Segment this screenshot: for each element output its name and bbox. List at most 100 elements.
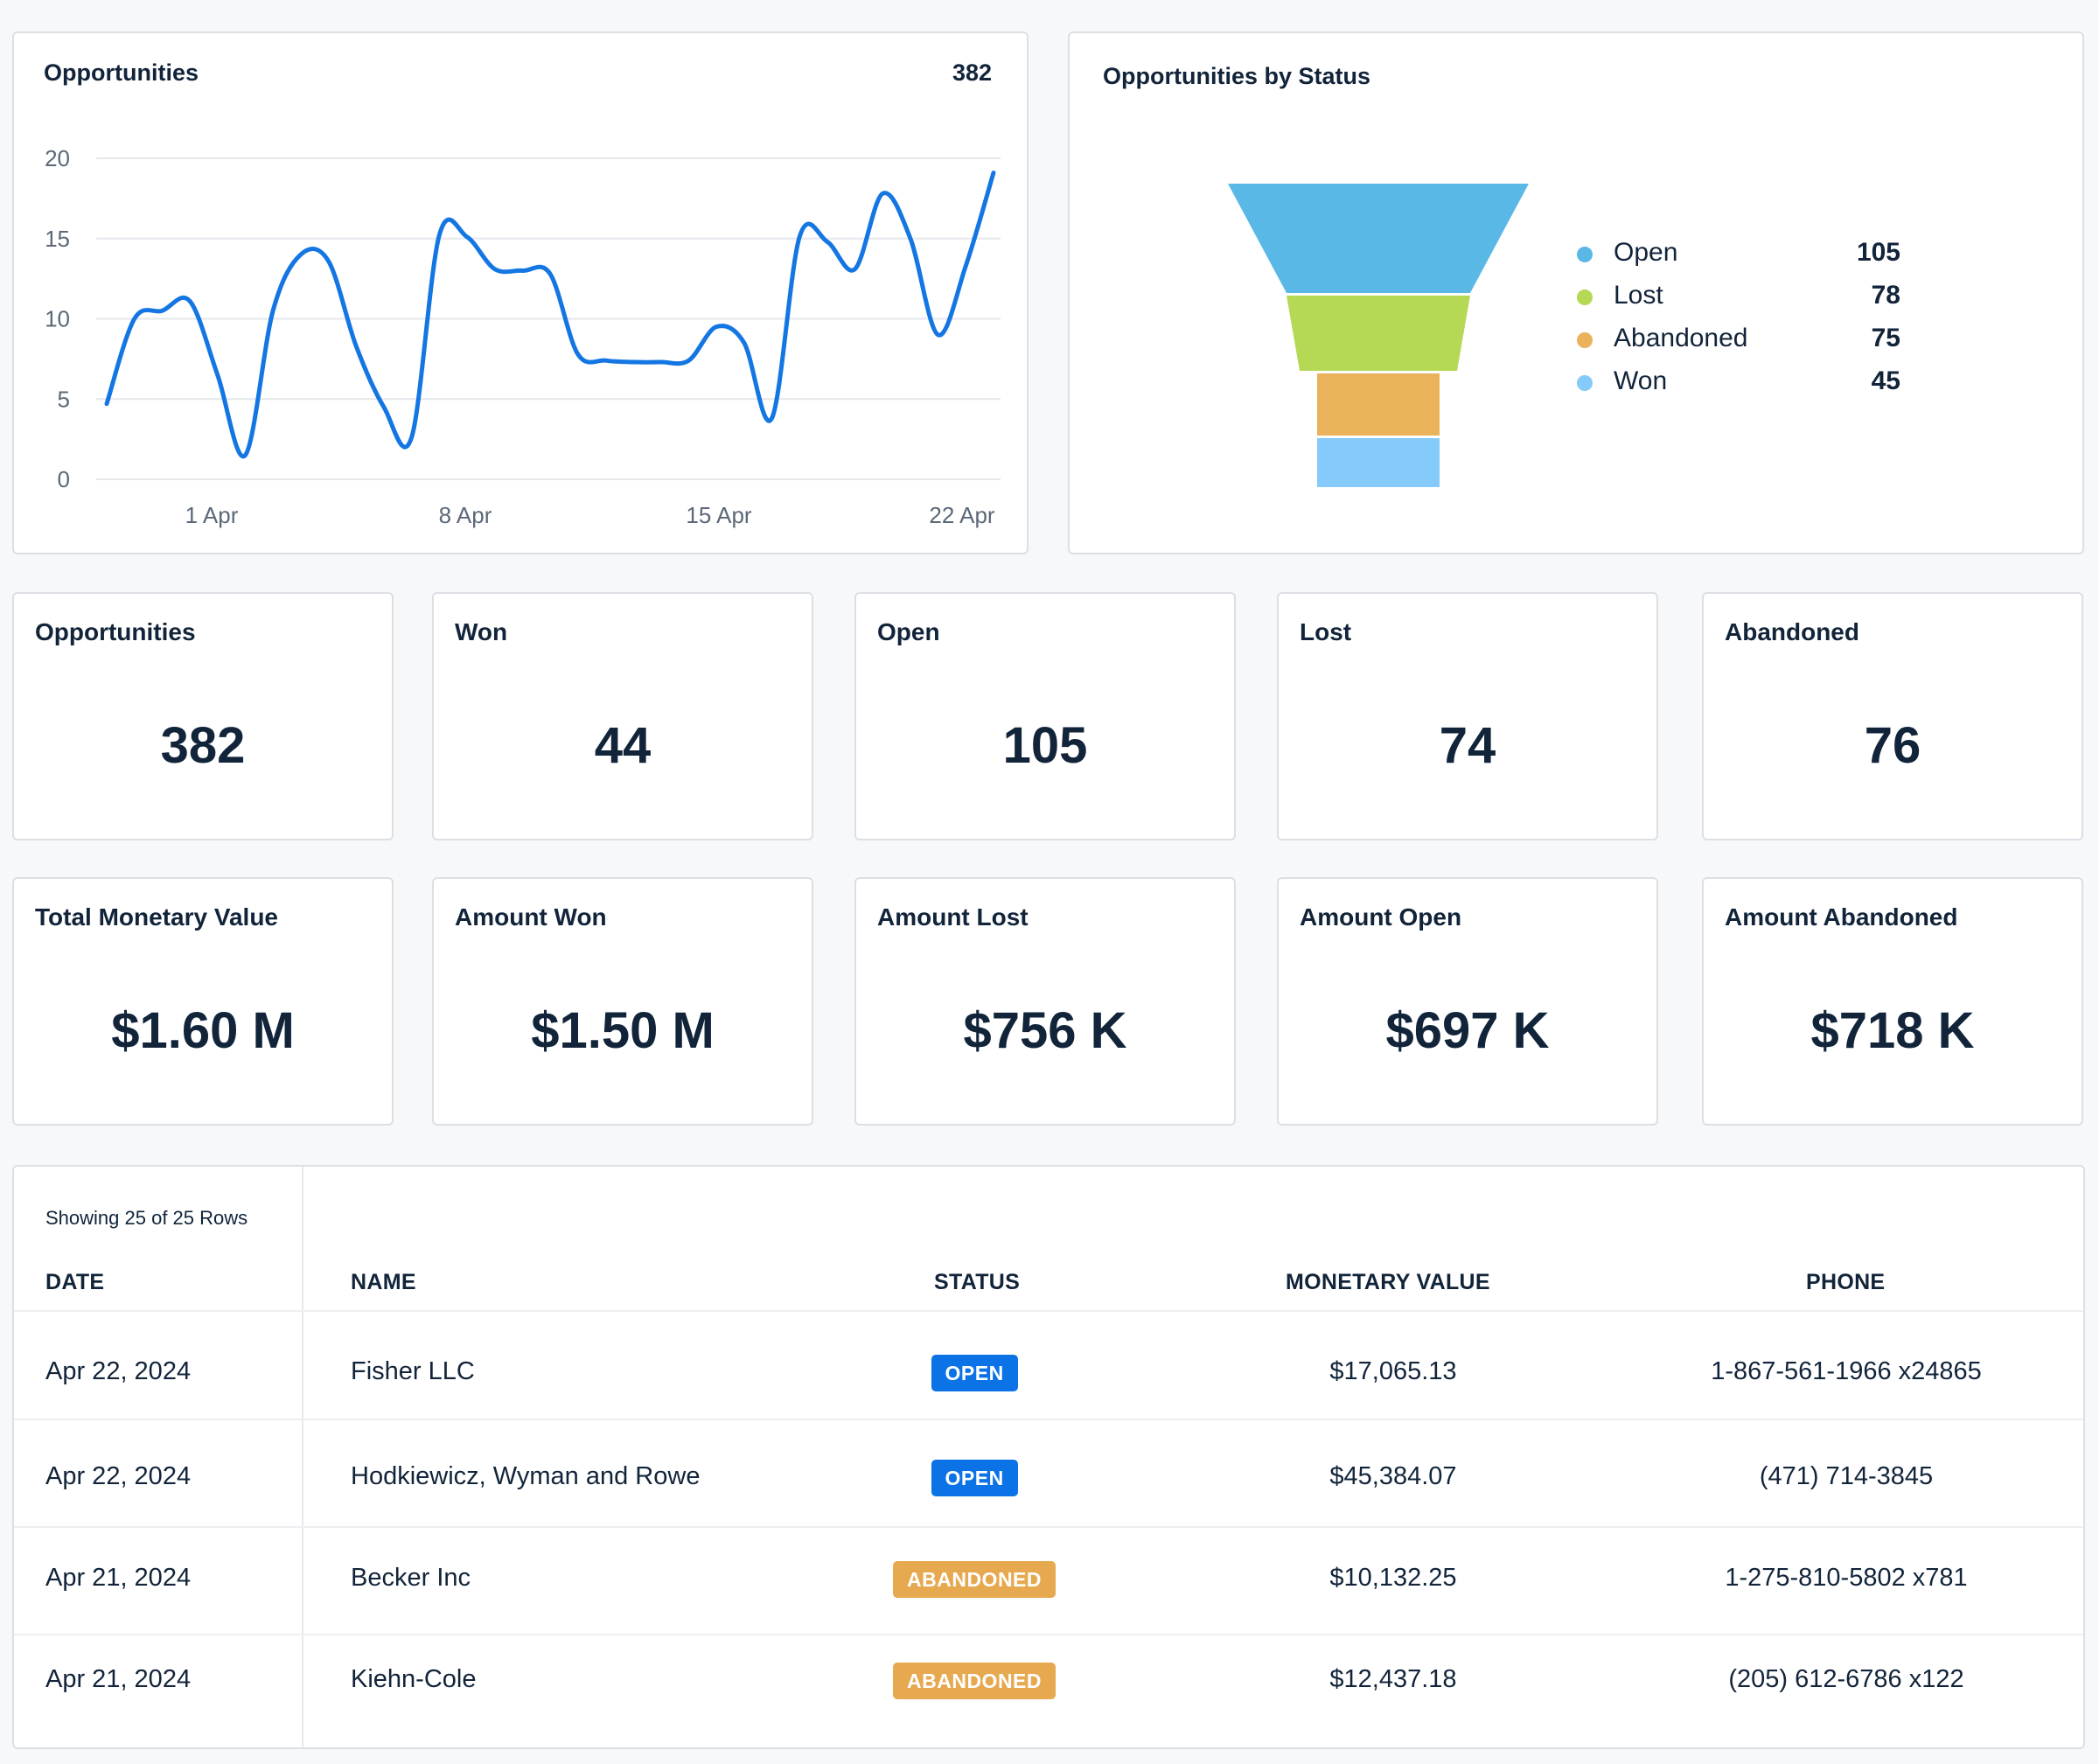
row-divider [14, 1310, 2083, 1312]
header-monetary-value[interactable]: MONETARY VALUE [1286, 1270, 1490, 1294]
rows-count: Showing 25 of 25 Rows [45, 1207, 248, 1229]
y-tick-label: 15 [45, 226, 70, 252]
stat-label: Total Monetary Value [35, 903, 278, 931]
cell-monetary-value: $10,132.25 [1329, 1564, 1457, 1592]
opportunities-table: Showing 25 of 25 Rows DATE NAME STATUS M… [12, 1165, 2085, 1749]
stat-value: $697 K [1385, 1002, 1550, 1059]
row-divider [14, 1419, 2083, 1420]
stat-label: Open [877, 618, 940, 645]
funnel-segment-lost[interactable] [1287, 296, 1470, 371]
stat-card-amount-open[interactable]: Amount Open $697 K [1277, 877, 1658, 1126]
stat-label: Amount Lost [877, 903, 1029, 931]
stat-value: $1.60 M [111, 1002, 295, 1059]
stat-card-total-monetary-value[interactable]: Total Monetary Value $1.60 M [12, 877, 394, 1126]
cell-date: Apr 22, 2024 [45, 1357, 192, 1385]
stat-card-open[interactable]: Open 105 [854, 592, 1236, 840]
date-column-divider [14, 1167, 303, 1747]
stat-card-won[interactable]: Won 44 [432, 592, 813, 840]
legend-dot [1577, 375, 1593, 391]
stat-label: Amount Open [1300, 903, 1462, 931]
legend-dot [1577, 289, 1593, 305]
legend-item-abandoned[interactable]: Abandoned 75 [1577, 320, 1900, 363]
cell-phone: 1-275-810-5802 x781 [1725, 1564, 1968, 1592]
cell-monetary-value: $45,384.07 [1329, 1462, 1457, 1490]
legend-label: Abandoned [1614, 324, 1748, 352]
stat-card-amount-abandoned[interactable]: Amount Abandoned $718 K [1702, 877, 2083, 1126]
stat-value: 74 [1439, 717, 1496, 774]
chart-title: Opportunities by Status [1103, 63, 1371, 89]
cell-name: Hodkiewicz, Wyman and Rowe [351, 1462, 701, 1490]
stat-value: $756 K [963, 1002, 1127, 1059]
opportunities-line-chart[interactable]: 0 5 10 15 20 1 Apr 8 Apr 15 Apr 22 Apr [14, 33, 1030, 556]
funnel-segment-abandoned[interactable] [1317, 373, 1440, 436]
legend-item-open[interactable]: Open 105 [1577, 234, 1900, 277]
stat-value: 382 [160, 717, 246, 774]
stat-value: $718 K [1810, 1002, 1975, 1059]
stat-card-opportunities[interactable]: Opportunities 382 [12, 592, 394, 840]
cell-date: Apr 21, 2024 [45, 1665, 192, 1693]
stat-label: Lost [1300, 618, 1352, 645]
stat-label: Abandoned [1725, 618, 1859, 645]
stat-value: 44 [594, 717, 652, 774]
stat-value: $1.50 M [531, 1002, 715, 1059]
row-divider [14, 1526, 2083, 1528]
cell-date: Apr 21, 2024 [45, 1564, 192, 1592]
x-tick-label: 1 Apr [185, 502, 239, 528]
y-tick-label: 10 [45, 306, 70, 332]
legend-value: 75 [1871, 324, 1900, 352]
legend-dot [1577, 332, 1593, 348]
funnel-segment-won[interactable] [1317, 438, 1440, 487]
cell-monetary-value: $12,437.18 [1329, 1665, 1457, 1693]
stat-card-abandoned[interactable]: Abandoned 76 [1702, 592, 2083, 840]
status-badge: OPEN [931, 1460, 1018, 1496]
legend-label: Won [1614, 366, 1668, 395]
header-date[interactable]: DATE [45, 1270, 105, 1294]
cell-phone: (205) 612-6786 x122 [1728, 1665, 1964, 1693]
status-badge: OPEN [931, 1355, 1018, 1391]
x-tick-label: 22 Apr [929, 502, 995, 528]
status-funnel-card: Opportunities by Status Open 105 Lost 78 Aba… [1068, 31, 2084, 554]
cell-phone: (471) 714-3845 [1759, 1462, 1934, 1490]
series-line[interactable] [104, 171, 996, 459]
opportunities-chart-card: Opportunities 382 0 5 10 15 20 1 Apr 8 Apr 15 A… [12, 31, 1029, 554]
row-divider [14, 1634, 2083, 1635]
header-status[interactable]: STATUS [934, 1270, 1021, 1294]
stat-value: 105 [1002, 717, 1088, 774]
status-badge: ABANDONED [893, 1561, 1056, 1598]
stat-label: Amount Won [455, 903, 607, 931]
stat-card-amount-won[interactable]: Amount Won $1.50 M [432, 877, 813, 1126]
funnel-legend: Open 105 Lost 78 Abandoned 75 Won 45 [1577, 234, 1900, 406]
stat-card-amount-lost[interactable]: Amount Lost $756 K [854, 877, 1236, 1126]
status-funnel-chart[interactable] [1070, 33, 2086, 556]
chart-title: Opportunities [44, 59, 199, 86]
legend-dot [1577, 247, 1593, 262]
header-name[interactable]: NAME [351, 1270, 416, 1294]
status-badge: ABANDONED [893, 1663, 1056, 1699]
legend-label: Lost [1614, 281, 1663, 310]
legend-item-won[interactable]: Won 45 [1577, 363, 1900, 406]
x-tick-label: 8 Apr [439, 502, 492, 528]
stat-label: Opportunities [35, 618, 196, 645]
stat-label: Amount Abandoned [1725, 903, 1958, 931]
legend-value: 45 [1871, 366, 1900, 395]
opportunities-total: 382 [952, 59, 992, 86]
stat-label: Won [455, 618, 508, 645]
cell-monetary-value: $17,065.13 [1329, 1357, 1457, 1385]
funnel-segment-open[interactable] [1228, 184, 1529, 293]
cell-name: Fisher LLC [351, 1357, 475, 1385]
legend-value: 78 [1871, 281, 1900, 310]
y-tick-label: 0 [58, 466, 70, 492]
legend-value: 105 [1856, 238, 1900, 267]
legend-item-lost[interactable]: Lost 78 [1577, 277, 1900, 320]
cell-date: Apr 22, 2024 [45, 1462, 192, 1490]
stat-value: 76 [1864, 717, 1921, 774]
cell-name: Kiehn-Cole [351, 1665, 477, 1693]
header-phone[interactable]: PHONE [1806, 1270, 1886, 1294]
y-tick-label: 5 [58, 386, 70, 412]
stat-card-lost[interactable]: Lost 74 [1277, 592, 1658, 840]
y-tick-label: 20 [45, 145, 70, 171]
x-tick-label: 15 Apr [686, 502, 752, 528]
cell-name: Becker Inc [351, 1564, 471, 1592]
cell-phone: 1-867-561-1966 x24865 [1711, 1357, 1982, 1385]
legend-label: Open [1614, 238, 1678, 267]
